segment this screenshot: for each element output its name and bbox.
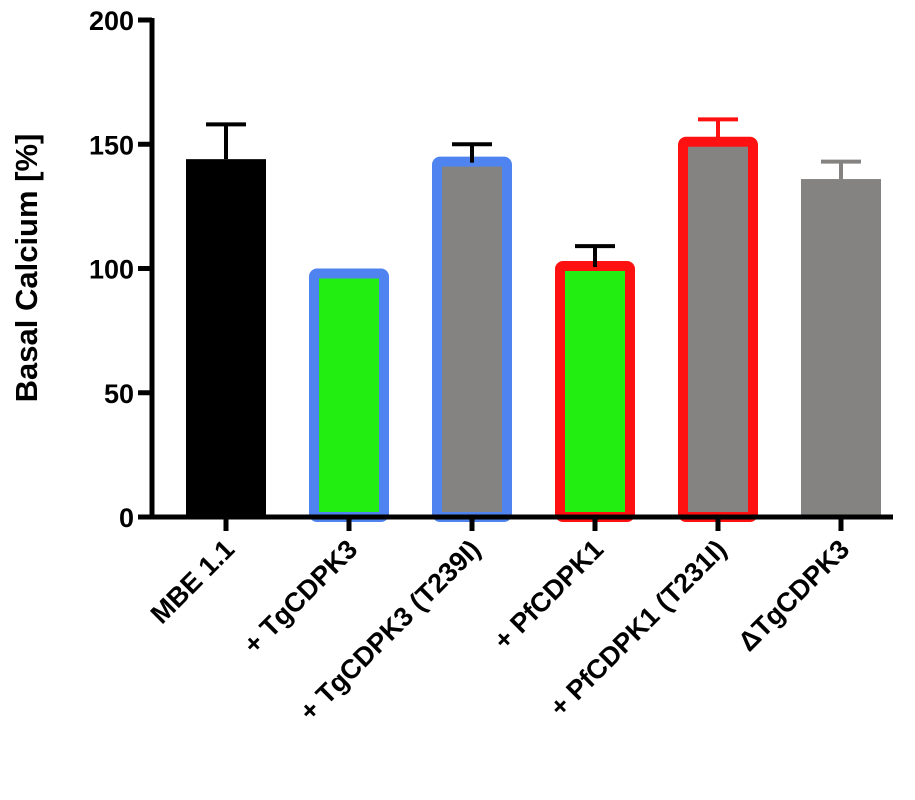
x-category-label: + PfCDPK1 xyxy=(488,534,609,655)
y-tick-label: 50 xyxy=(104,379,134,409)
y-ticks-group: 0 50 100 150 200 xyxy=(89,6,152,533)
y-tick-label: 0 xyxy=(119,503,134,533)
bars-group xyxy=(186,136,881,523)
bar xyxy=(801,179,881,518)
bar xyxy=(309,268,389,522)
y-tick-label: 100 xyxy=(89,255,134,285)
y-axis-title: Basal Calcium [%] xyxy=(9,134,44,403)
bar xyxy=(555,261,635,523)
error-bars-group xyxy=(206,117,861,268)
bar xyxy=(186,159,266,517)
x-category-label: MBE 1.1 xyxy=(145,534,240,629)
bar xyxy=(678,136,758,522)
y-tick-label: 150 xyxy=(89,130,134,160)
x-category-label: ΔTgCDPK3 xyxy=(732,534,855,657)
bar xyxy=(432,156,512,523)
x-labels-group: MBE 1.1+ TgCDPK3+ TgCDPK3 (T239I) + PfCDP… xyxy=(145,517,855,727)
y-tick-label: 200 xyxy=(89,6,134,36)
x-category-label: + TgCDPK3 xyxy=(238,534,364,660)
